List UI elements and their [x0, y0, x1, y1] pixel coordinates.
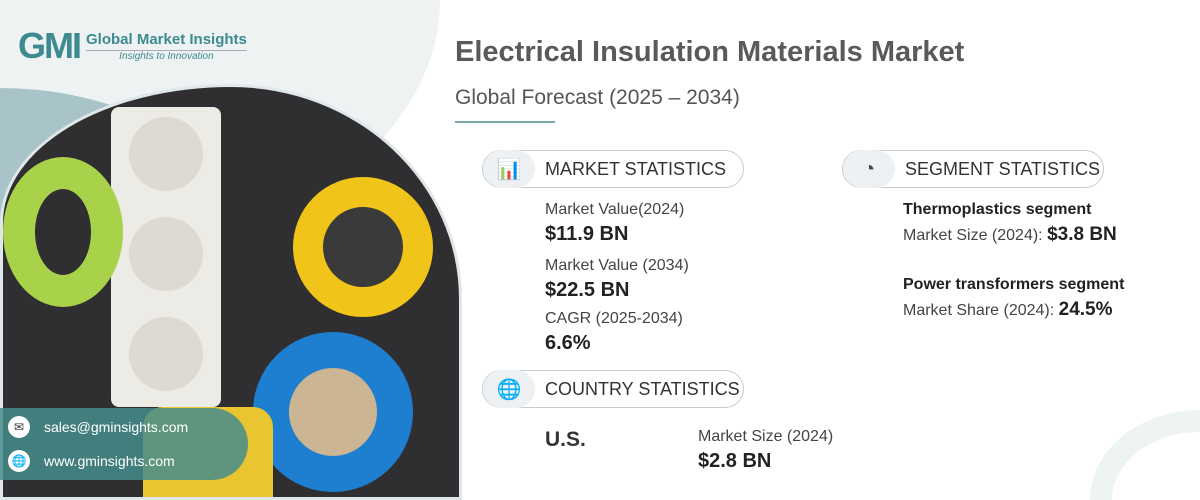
- hero-photo: [0, 84, 462, 500]
- power-strip-image: [111, 107, 221, 407]
- cagr-label: CAGR (2025-2034): [545, 310, 683, 327]
- country-statistics-heading: COUNTRY STATISTICS: [545, 378, 740, 399]
- segment-statistics-heading: SEGMENT STATISTICS: [905, 158, 1101, 179]
- market-value-2034-label: Market Value (2034): [545, 257, 689, 274]
- logo-name: Global Market Insights: [86, 31, 247, 51]
- gmi-logo: GMI Global Market Insights Insights to I…: [18, 25, 247, 67]
- market-value-2024-label: Market Value(2024): [545, 201, 685, 218]
- pie-chart-icon: ◔: [843, 150, 895, 188]
- power-transformers-value: 24.5%: [1058, 299, 1113, 320]
- chart-globe-icon: 📊: [483, 150, 535, 188]
- yellow-tape-image: [293, 177, 433, 317]
- logo-tagline: Insights to Innovation: [119, 50, 214, 62]
- decorative-ring: [1090, 410, 1200, 500]
- page-subtitle: Global Forecast (2025 – 2034): [455, 86, 740, 109]
- thermoplastics-value: $3.8 BN: [1047, 224, 1117, 245]
- power-transformers-segment-name: Power transformers segment: [903, 276, 1125, 293]
- market-value-2024: $11.9 BN: [545, 223, 629, 245]
- market-value-2034: $22.5 BN: [545, 279, 630, 301]
- market-statistics-heading: MARKET STATISTICS: [545, 158, 727, 179]
- blue-tape-image: [253, 332, 413, 492]
- email-icon: ✉: [8, 416, 30, 438]
- divider: [455, 121, 555, 123]
- globe-icon: 🌐: [483, 370, 535, 408]
- country-name: U.S.: [545, 428, 586, 451]
- logo-mark: GMI: [18, 25, 82, 66]
- country-statistics-header: 🌐 COUNTRY STATISTICS: [482, 370, 744, 408]
- contact-panel: ✉ sales@gminsights.com 🌐 www.gminsights.co…: [0, 408, 248, 480]
- segment-statistics-header: ◔ SEGMENT STATISTICS: [842, 150, 1104, 188]
- green-tape-image: [3, 157, 123, 307]
- thermoplastics-segment-name: Thermoplastics segment: [903, 201, 1092, 218]
- email-link[interactable]: sales@gminsights.com: [44, 419, 189, 435]
- thermoplastics-label: Market Size (2024):: [903, 227, 1048, 244]
- cagr-value: 6.6%: [545, 332, 591, 354]
- country-market-size-label: Market Size (2024): [698, 428, 834, 445]
- market-statistics-header: 📊 MARKET STATISTICS: [482, 150, 744, 188]
- globe-icon: 🌐: [8, 450, 30, 472]
- page-title: Electrical Insulation Materials Market: [455, 36, 965, 68]
- country-market-size-value: $2.8 BN: [698, 450, 772, 472]
- website-link[interactable]: www.gminsights.com: [44, 453, 175, 469]
- power-transformers-label: Market Share (2024):: [903, 302, 1059, 319]
